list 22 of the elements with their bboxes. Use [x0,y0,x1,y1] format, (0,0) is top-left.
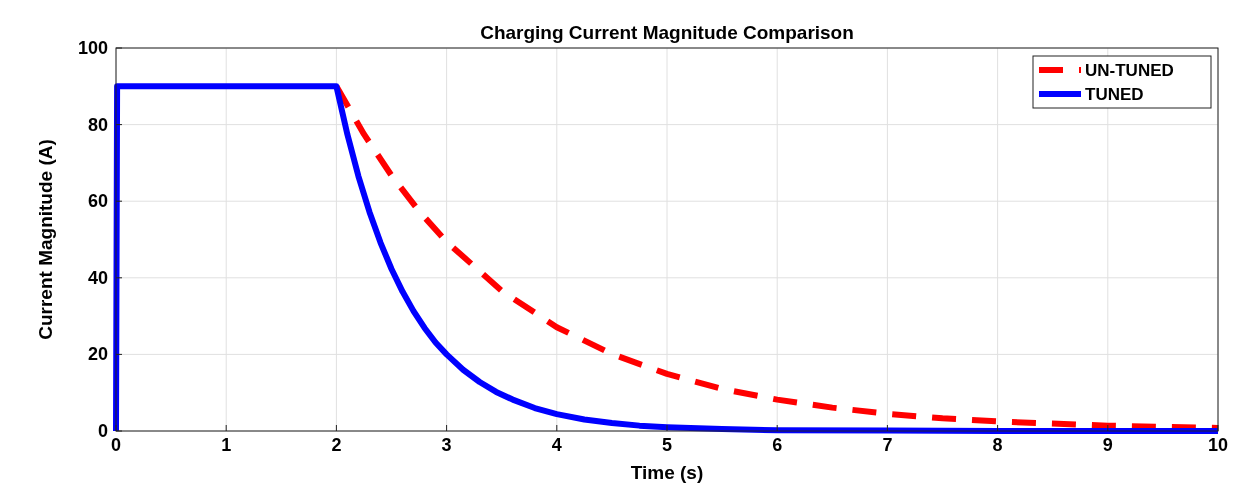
x-tick-label: 6 [772,435,783,455]
x-tick-label: 0 [110,435,122,455]
x-tick-label: 3 [441,435,452,455]
x-tick-label: 1 [221,435,232,455]
y-tick-label: 80 [87,114,108,135]
x-tick-label: 7 [882,435,893,455]
x-tick-label: 2 [331,435,342,455]
y-tick-label: 0 [97,421,108,441]
x-tick-label: 10 [1207,435,1229,455]
y-axis-title: Current Magnitude (A) [35,139,56,340]
y-tick-label: 40 [87,267,108,288]
legend-label: UN-TUNED [1085,61,1174,80]
x-tick-label: 5 [661,435,673,455]
x-tick-label: 4 [551,435,562,455]
y-tick-label: 100 [77,38,108,58]
y-tick-label: 60 [87,191,108,212]
x-tick-label: 8 [992,435,1003,455]
legend-label: TUNED [1085,85,1144,104]
chart-title: Charging Current Magnitude Comparison [480,22,854,43]
x-axis-title: Time (s) [630,462,704,483]
y-tick-label: 20 [87,344,108,365]
x-tick-label: 9 [1102,435,1113,455]
